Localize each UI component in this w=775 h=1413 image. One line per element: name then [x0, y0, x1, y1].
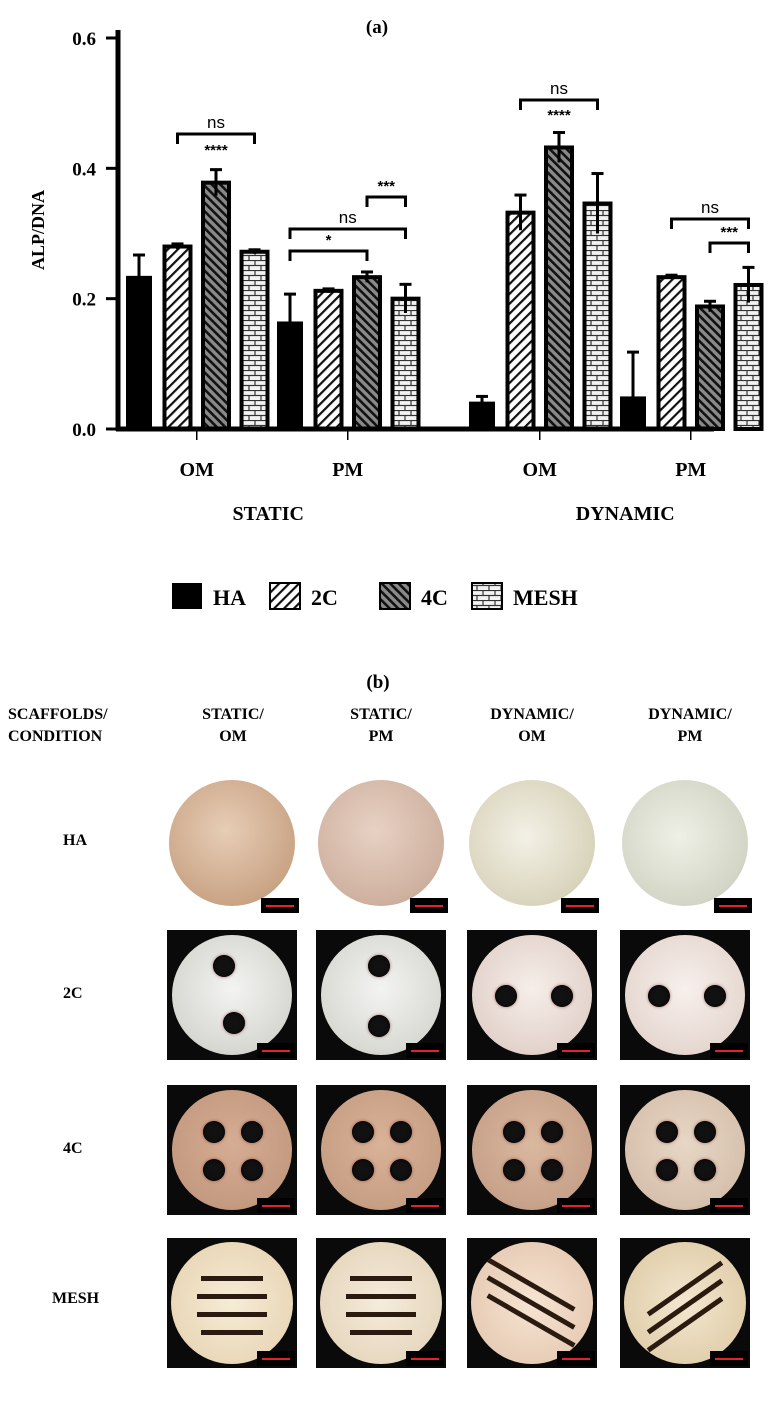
significance-bracket [176, 132, 256, 144]
photo-mesh-static-pm [316, 1238, 446, 1368]
bar-2c [505, 210, 536, 431]
significance-bracket [288, 249, 369, 261]
legend-swatch-ha [172, 583, 202, 609]
photo-ha-dynamic-om [467, 778, 599, 913]
bar-mesh [733, 282, 764, 431]
photo-mesh-dynamic-pm [620, 1238, 750, 1368]
x-tick-label: PM [675, 459, 706, 481]
bar-4c [352, 275, 382, 431]
bar-chart: (a) ALP/DNA 0.00.20.40.6 ns*****ns***ns*… [28, 17, 764, 610]
photo-2c-dynamic-om [467, 930, 597, 1060]
x-tick-label: OM [180, 459, 215, 481]
bar-2c [162, 244, 193, 431]
chart-title: (a) [366, 17, 388, 38]
bar-4c [201, 180, 231, 431]
condition-label: DYNAMIC [576, 503, 675, 525]
significance-label: **** [547, 107, 571, 124]
y-tick-label: 0.4 [72, 159, 96, 180]
legend-swatch-4c [379, 582, 411, 610]
photo-4c-dynamic-om [467, 1085, 597, 1215]
bar-2c [656, 275, 687, 431]
photo-mesh-dynamic-om [467, 1238, 597, 1368]
bar-2c [313, 288, 344, 432]
bar-4c [695, 304, 725, 431]
condition-label: STATIC [232, 503, 304, 525]
photo-2c-static-om [167, 930, 297, 1060]
column-header-static-om: STATIC/ OM [202, 706, 264, 745]
significance-bracket [670, 217, 750, 229]
bar-ha [126, 275, 152, 429]
significance-bracket [708, 241, 750, 253]
photo-ha-static-om [167, 778, 299, 913]
significance-label: ns [550, 79, 568, 98]
bar-mesh [390, 296, 421, 431]
photo-2c-static-pm [316, 930, 446, 1060]
legend-swatch-mesh [471, 582, 503, 610]
photo-4c-dynamic-pm [620, 1085, 750, 1215]
bar-mesh [582, 201, 613, 431]
legend-label-2c: 2C [311, 585, 338, 610]
significance-bracket [288, 227, 407, 239]
legend-label-ha: HA [213, 585, 246, 610]
bar-4c [544, 145, 574, 431]
row-label-ha: HA [63, 832, 87, 849]
legend-label-4c: 4C [421, 585, 448, 610]
bar-mesh [239, 249, 270, 431]
row-label-2c: 2C [63, 985, 83, 1002]
significance-label: *** [720, 224, 738, 241]
column-header-dynamic-pm: DYNAMIC/ PM [648, 706, 732, 745]
y-tick-label: 0.2 [72, 290, 96, 311]
significance-label: *** [377, 178, 395, 195]
column-header-dynamic-om: DYNAMIC/ OM [490, 706, 574, 745]
row-label-mesh: MESH [52, 1290, 100, 1307]
legend-label-mesh: MESH [513, 585, 578, 610]
significance-label: ns [207, 113, 225, 132]
significance-bracket [365, 195, 407, 207]
y-tick-label: 0.0 [72, 420, 96, 441]
y-tick-label: 0.6 [72, 29, 96, 50]
photo-mesh-static-om [167, 1238, 297, 1368]
row-label-4c: 4C [63, 1140, 83, 1157]
significance-bracket [519, 98, 599, 110]
y-axis-label: ALP/DNA [28, 190, 48, 270]
column-header-static-pm: STATIC/ PM [350, 706, 412, 745]
photo-4c-static-om [167, 1085, 297, 1215]
photo-ha-dynamic-pm [620, 778, 752, 913]
x-tick-label: OM [523, 459, 558, 481]
x-tick-label: PM [332, 459, 363, 481]
photo-4c-static-pm [316, 1085, 446, 1215]
corner-header: SCAFFOLDS/ CONDITION [8, 706, 108, 745]
panel-b-title: (b) [366, 672, 390, 693]
significance-label: * [326, 232, 332, 249]
photo-2c-dynamic-pm [620, 930, 750, 1060]
photo-ha-static-pm [316, 778, 448, 913]
significance-label: ns [339, 208, 357, 227]
significance-label: **** [204, 142, 228, 159]
significance-label: ns [701, 198, 719, 217]
legend-swatch-2c [269, 582, 301, 610]
legend: HA 2C 4C MESH [172, 582, 578, 610]
